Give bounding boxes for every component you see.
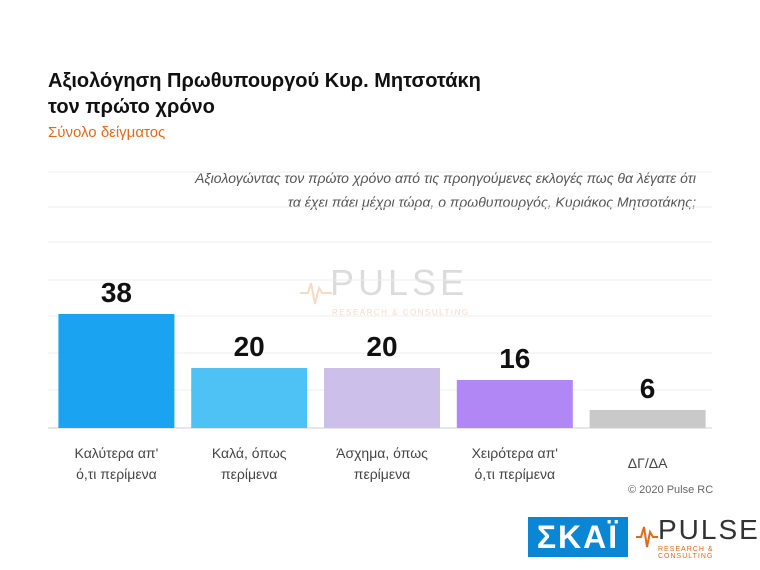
chart-title: Αξιολόγηση Πρωθυπουργού Κυρ. Μητσοτάκη τ…	[48, 68, 481, 120]
survey-question: Αξιολογώντας τον πρώτο χρόνο από τις προ…	[96, 166, 696, 214]
category-label: περίμενα	[221, 466, 277, 482]
category-label: Καλύτερα απ'	[75, 445, 159, 461]
bar	[58, 314, 175, 428]
skai-logo: ΣΚΑΪ	[528, 517, 628, 557]
question-line-1: Αξιολογώντας τον πρώτο χρόνο από τις προ…	[195, 170, 696, 186]
category-label: ό,τι περίμενα	[475, 466, 556, 482]
data-label: 6	[640, 373, 656, 404]
question-line-2: τα έχει πάει μέχρι τώρα, ο πρωθυπουργός,…	[287, 194, 696, 210]
category-label: Άσχημα, όπως	[336, 445, 428, 461]
pulse-logo: PULSE RESEARCH & CONSULTING	[636, 514, 758, 560]
category-label: ό,τι περίμενα	[76, 466, 157, 482]
pulse-logo-tag: RESEARCH & CONSULTING	[658, 546, 714, 560]
data-label: 20	[366, 331, 397, 362]
pulse-wave-icon	[300, 282, 332, 305]
pulse-logo-word: PULSE	[658, 514, 760, 545]
category-label: Καλά, όπως	[212, 445, 287, 461]
category-label: περίμενα	[354, 466, 410, 482]
data-label: 38	[101, 277, 132, 308]
bar	[191, 368, 308, 428]
category-label: ΔΓ/ΔΑ	[628, 455, 668, 471]
pulse-logo-wave-icon	[636, 526, 658, 548]
copyright-text: © 2020 Pulse RC	[628, 484, 714, 496]
watermark-word: PULSE	[330, 262, 469, 303]
bar	[456, 380, 573, 428]
title-line-2: τον πρώτο χρόνο	[48, 96, 215, 118]
category-label: Χειρότερα απ'	[472, 445, 558, 461]
pulse-watermark: PULSE RESEARCH & CONSULTING	[300, 262, 470, 324]
chart-subtitle: Σύνολο δείγματος	[48, 124, 166, 141]
watermark-tag: RESEARCH & CONSULTING	[332, 308, 470, 317]
bar	[324, 368, 440, 428]
data-label: 20	[234, 331, 265, 362]
data-label: 16	[499, 343, 530, 374]
title-line-1: Αξιολόγηση Πρωθυπουργού Κυρ. Μητσοτάκη	[48, 70, 481, 92]
bar	[589, 410, 706, 428]
